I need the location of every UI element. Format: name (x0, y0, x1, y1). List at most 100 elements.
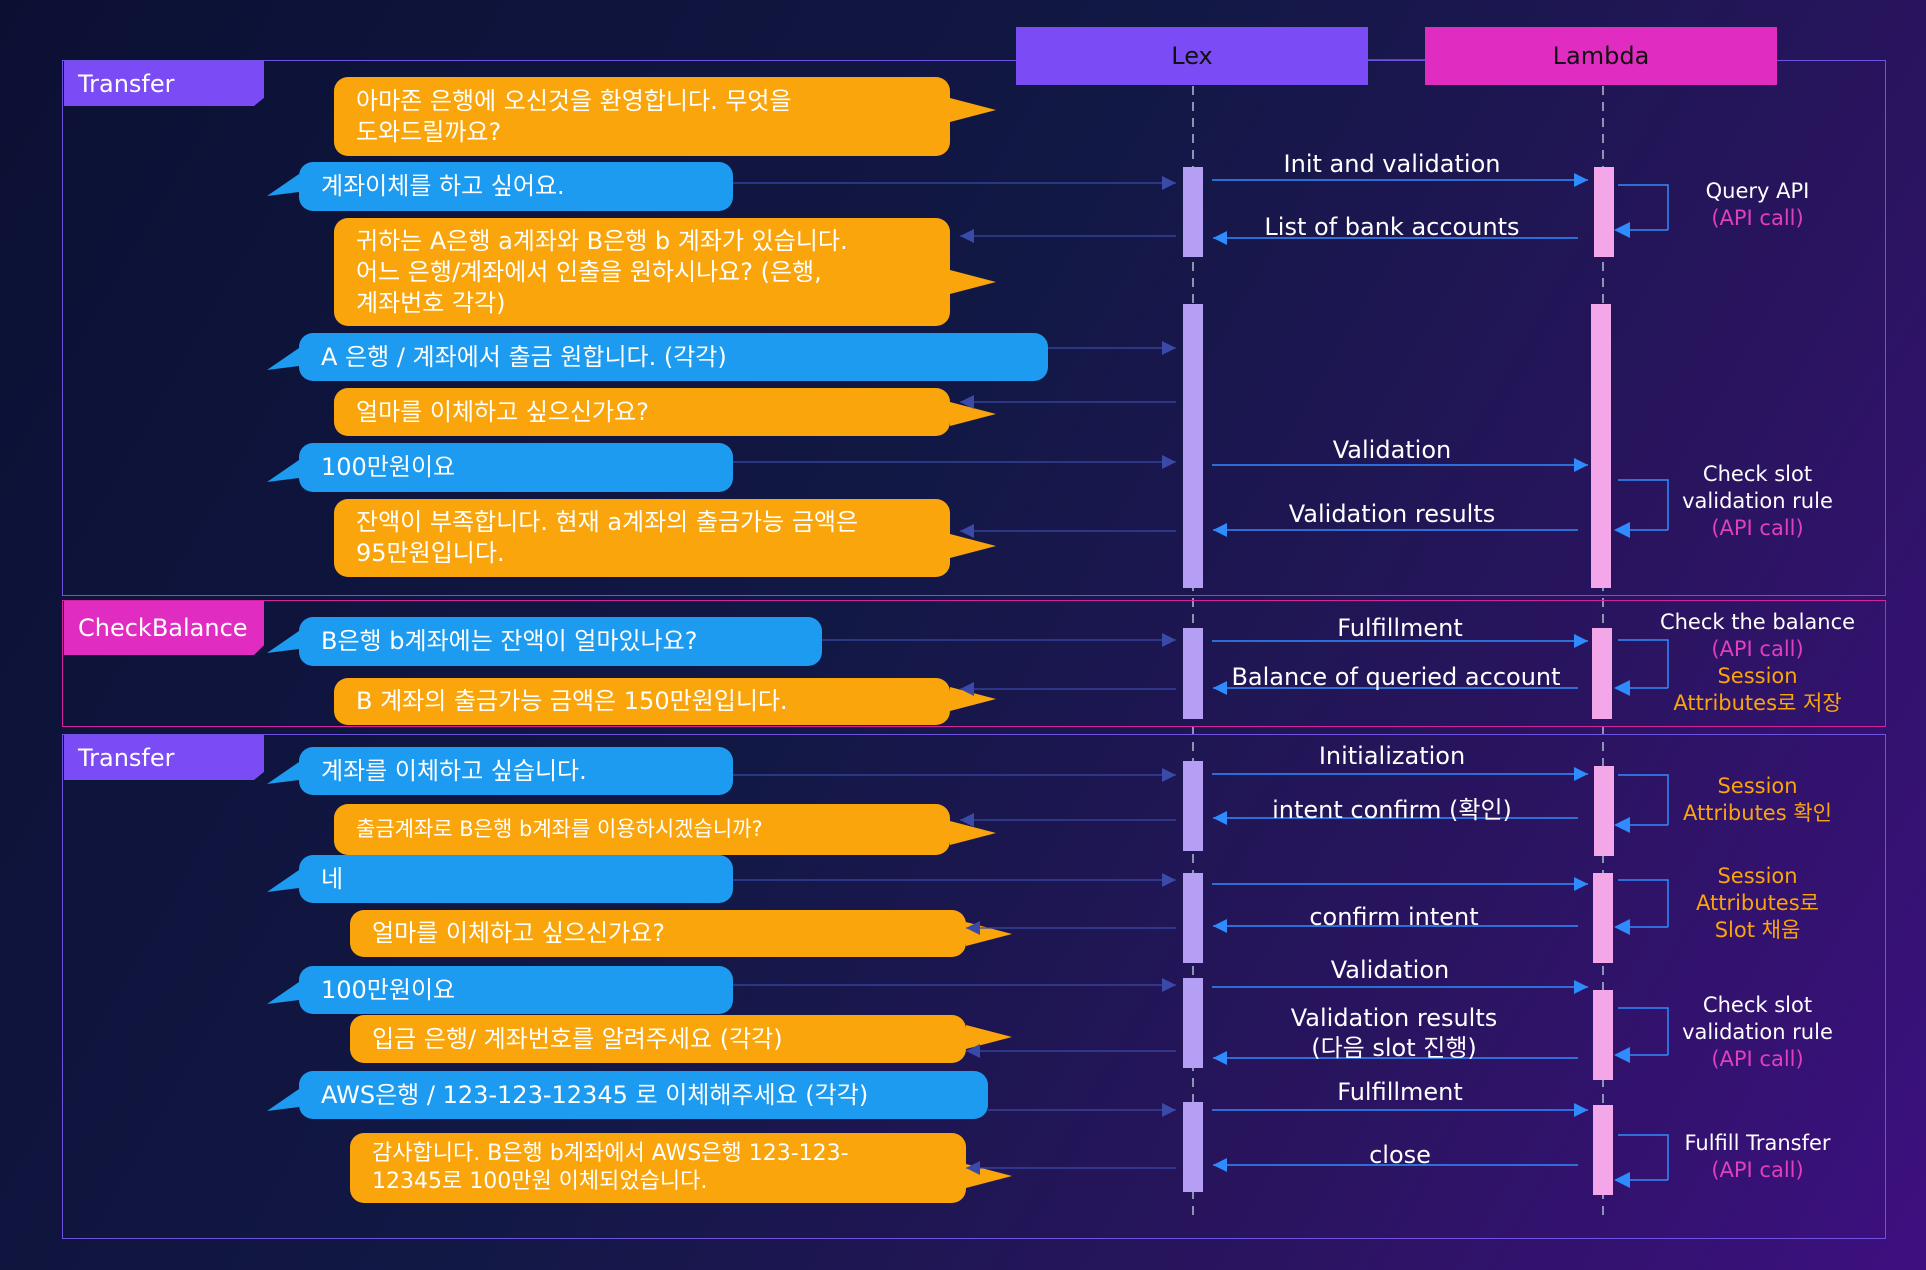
transfer-frame-1-label: Transfer (64, 61, 264, 106)
lambda-to-lex-arrow-head (1213, 1051, 1227, 1065)
lex-to-lambda-arrow-head (1574, 173, 1588, 187)
user-to-lex-arrow-head (1162, 1103, 1176, 1117)
transfer-frame-1 (62, 60, 1886, 596)
user-bubble: AWS은행 / 123-123-12345 로 이체해주세요 (각각) (299, 1071, 988, 1119)
message-label: Initialization (1318, 742, 1466, 770)
bot-bubble: 귀하는 A은행 a계좌와 B은행 b 계좌가 있습니다. 어느 은행/계좌에서 … (334, 218, 950, 326)
lambda-self-call-head (1614, 222, 1630, 238)
lambda-note: Check the balance (API call) Session Attrib… (1659, 610, 1856, 715)
user-bubble: 계좌이체를 하고 싶어요. (299, 162, 733, 211)
bot-bubble-tail (950, 402, 996, 426)
lambda-note: Query API (API call) (1705, 179, 1810, 230)
message-label: close (1369, 1141, 1431, 1169)
lambda-self-call (1618, 1134, 1669, 1180)
message-label: Validation results (다음 slot 진행) (1290, 1004, 1498, 1062)
user-bubble-tail (267, 348, 299, 370)
lambda-to-lex-arrow-head (1213, 1158, 1227, 1172)
user-bubble-tail (267, 174, 299, 196)
lambda-note: Fulfill Transfer (API call) (1684, 1131, 1831, 1182)
lambda-to-lex-arrow-head (1213, 681, 1227, 695)
lambda-note: Check slot validation rule (API call) (1682, 993, 1833, 1071)
lambda-activation (1593, 990, 1613, 1080)
user-bubble-tail (267, 982, 299, 1004)
message-label: intent confirm (확인) (1272, 796, 1512, 824)
lex-activation (1183, 628, 1203, 719)
lambda-note: Session Attributes로 Slot 채움 (1696, 864, 1819, 942)
lex-to-bubble-arrow-head (966, 1161, 980, 1175)
lex-to-bubble-arrow-head (960, 682, 974, 696)
lambda-to-lex-arrow-head (1213, 523, 1227, 537)
lambda-activation (1594, 167, 1614, 257)
lex-activation (1183, 167, 1203, 257)
bot-bubble: 아마존 은행에 오신것을 환영합니다. 무엇을 도와드릴까요? (334, 77, 950, 156)
message-label: Init and validation (1283, 150, 1501, 178)
user-bubble: 계좌를 이체하고 싶습니다. (299, 747, 733, 795)
user-to-lex-arrow-head (1162, 633, 1176, 647)
lambda-activation (1593, 1105, 1613, 1195)
lex-activation (1183, 978, 1203, 1068)
message-label: confirm intent (1309, 903, 1479, 931)
user-bubble-tail (267, 631, 299, 653)
lex-to-lambda-arrow-head (1574, 980, 1588, 994)
lex-to-lambda-arrow-head (1574, 634, 1588, 648)
lambda-header: Lambda (1425, 27, 1777, 85)
bot-bubble: 입금 은행/ 계좌번호를 알려주세요 (각각) (350, 1015, 966, 1063)
bot-bubble-tail (966, 1025, 1012, 1049)
lambda-self-call (1618, 879, 1669, 927)
lambda-self-call (1618, 774, 1669, 825)
lambda-self-call-head (1614, 817, 1630, 833)
bot-bubble-tail (950, 821, 996, 845)
lambda-self-call (1618, 479, 1669, 530)
user-to-lex-arrow-head (1162, 873, 1176, 887)
user-bubble: A 은행 / 계좌에서 출금 원합니다. (각각) (299, 333, 1048, 381)
lambda-to-lex-arrow-head (1213, 231, 1227, 245)
bot-bubble-tail (950, 534, 996, 558)
message-label: Fulfillment (1337, 614, 1463, 642)
user-bubble-tail (267, 762, 299, 784)
lambda-activation (1593, 873, 1613, 963)
lambda-self-call-head (1614, 1047, 1630, 1063)
lex-to-lambda-arrow-head (1574, 877, 1588, 891)
user-to-lex-arrow-head (1162, 978, 1176, 992)
lex-to-bubble-arrow-head (960, 395, 974, 409)
bot-bubble: 얼마를 이체하고 싶으신가요? (334, 388, 950, 436)
user-to-lex-arrow-head (1162, 176, 1176, 190)
lambda-note: Check slot validation rule (API call) (1682, 462, 1833, 540)
lambda-to-lex-arrow-head (1213, 811, 1227, 825)
bot-bubble: B 계좌의 출금가능 금액은 150만원입니다. (334, 678, 950, 725)
checkbalance-frame (62, 600, 1886, 727)
bot-bubble: 출금계좌로 B은행 b계좌를 이용하시겠습니까? (334, 804, 950, 855)
user-bubble: B은행 b계좌에는 잔액이 얼마있나요? (299, 617, 822, 666)
user-to-lex-arrow-head (1162, 341, 1176, 355)
lex-activation (1183, 1102, 1203, 1192)
bot-bubble-tail (950, 270, 996, 294)
transfer-frame-2-label: Transfer (64, 735, 264, 780)
user-bubble-tail (267, 870, 299, 892)
lex-to-bubble-arrow-head (960, 524, 974, 538)
bot-bubble: 감사합니다. B은행 b계좌에서 AWS은행 123-123- 12345로 1… (350, 1133, 966, 1203)
lex-to-bubble-arrow-head (960, 229, 974, 243)
user-to-lex-arrow-head (1162, 455, 1176, 469)
bot-bubble: 얼마를 이체하고 싶으신가요? (350, 910, 966, 957)
checkbalance-frame-label: CheckBalance (64, 601, 264, 655)
lex-activation (1183, 304, 1203, 588)
lex-header: Lex (1016, 27, 1368, 85)
lambda-self-call-head (1614, 522, 1630, 538)
lex-to-bubble-arrow-head (960, 813, 974, 827)
lambda-self-call-head (1614, 1172, 1630, 1188)
lex-to-bubble-arrow-head (966, 1044, 980, 1058)
transfer-frame-2 (62, 734, 1886, 1239)
user-bubble: 100만원이요 (299, 443, 733, 492)
lambda-activation (1594, 766, 1614, 856)
lex-to-bubble-arrow-head (966, 921, 980, 935)
message-label: Validation results (1288, 500, 1496, 528)
message-label: Validation (1330, 956, 1450, 984)
lex-to-lambda-arrow-head (1574, 767, 1588, 781)
lambda-activation (1592, 628, 1612, 719)
user-bubble-tail (267, 1089, 299, 1111)
bot-bubble-tail (950, 98, 996, 122)
lambda-self-call-head (1614, 680, 1630, 696)
user-bubble: 100만원이요 (299, 966, 733, 1014)
lex-to-lambda-arrow-head (1574, 458, 1588, 472)
